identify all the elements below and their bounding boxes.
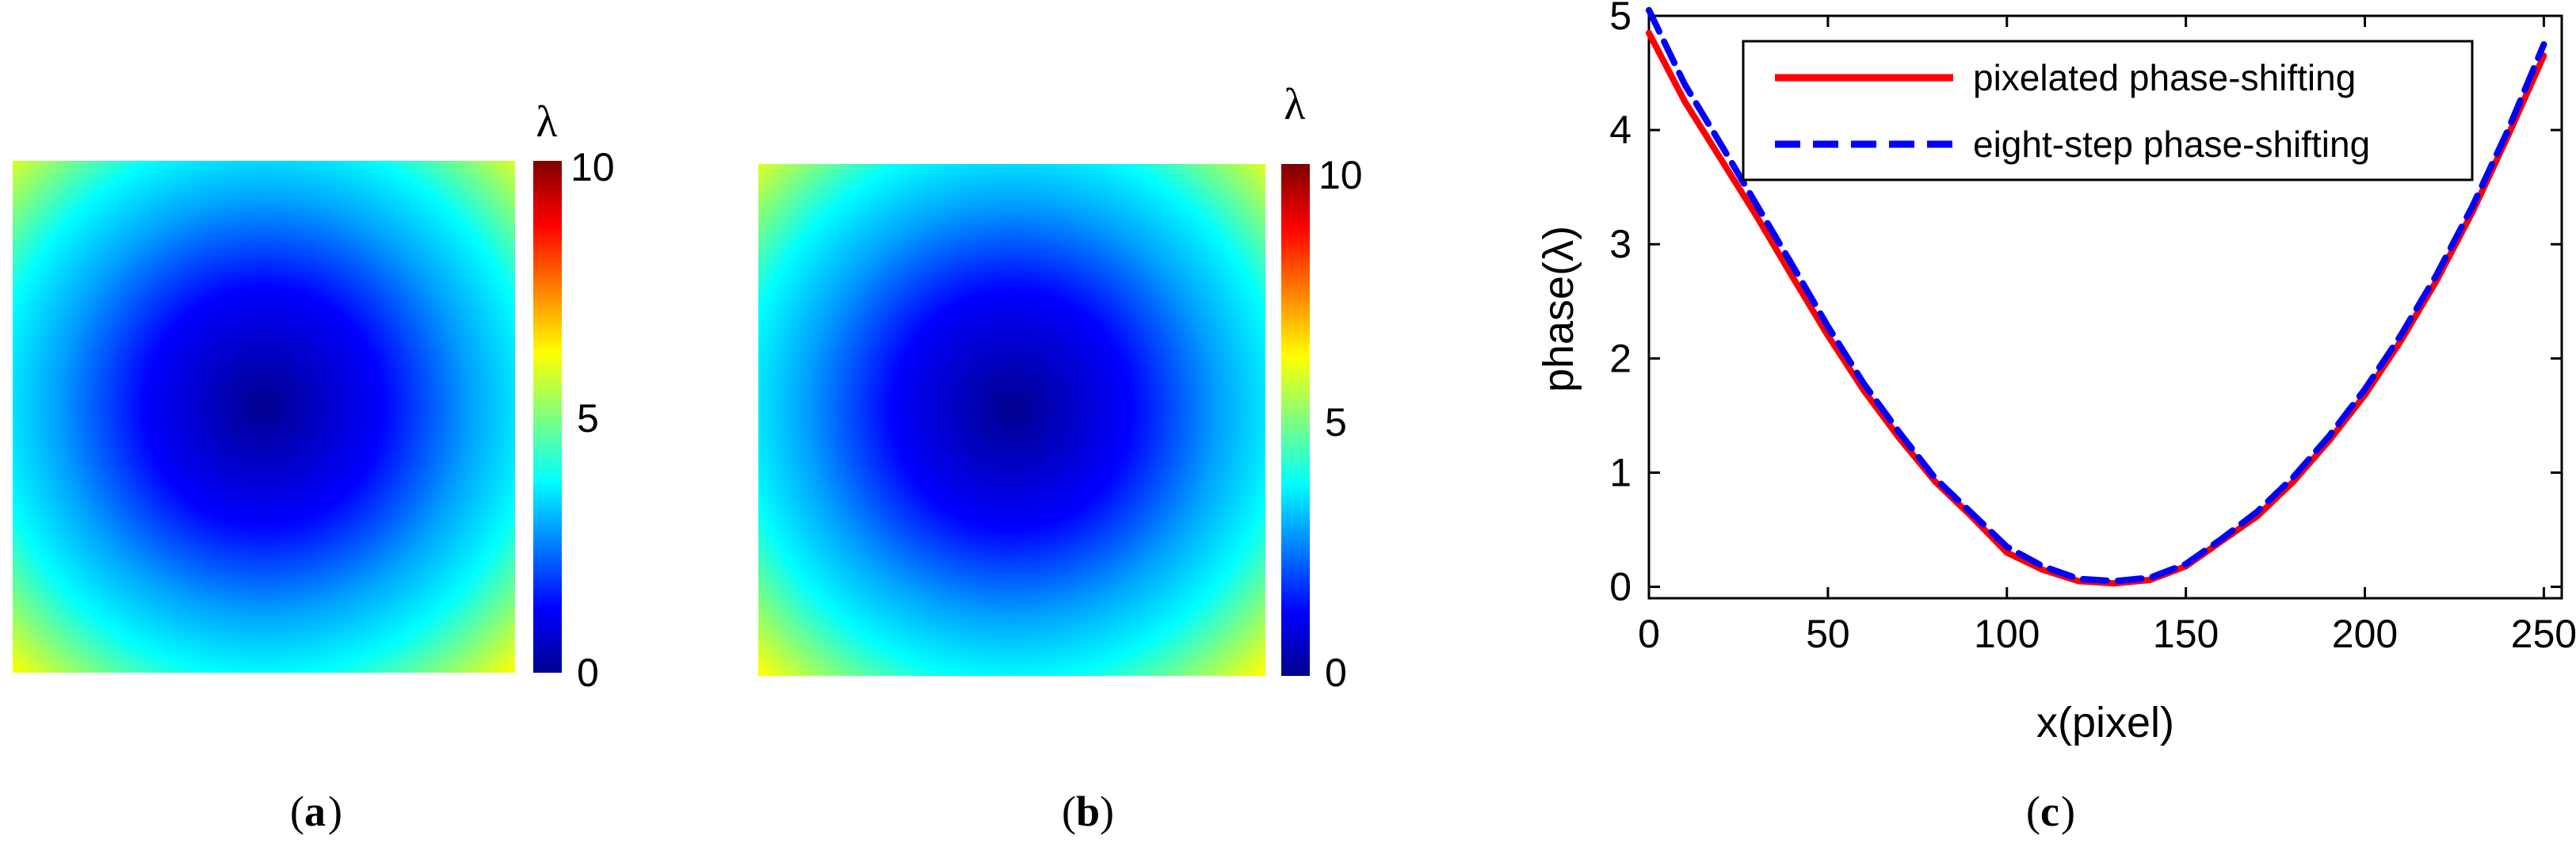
axis-ticks: 0 50 100 150 200 250 0 1 2 3 4 5 (1609, 0, 2576, 656)
x-tick-label: 200 (2332, 612, 2398, 656)
colorbar-a-tick-0: 0 (577, 651, 599, 695)
panel-a: λ 0 5 10 ( a ) (13, 97, 615, 835)
x-tick-label: 250 (2511, 612, 2576, 656)
x-tick-label: 150 (2153, 612, 2219, 656)
panel-label-b-open: ( (1062, 788, 1076, 835)
colorbar-b-tick-10: 10 (1319, 153, 1363, 197)
y-tick-label: 1 (1609, 450, 1631, 494)
legend: pixelated phase-shifting eight-step phas… (1742, 40, 2474, 181)
x-tick-label: 50 (1806, 612, 1850, 656)
panel-label-a-letter: a (304, 788, 326, 835)
x-tick-label: 0 (1638, 612, 1660, 656)
colorbar-a-title: λ (536, 97, 557, 147)
legend-label-pixelated: pixelated phase-shifting (1973, 57, 2356, 98)
panel-label-c: ( c ) (2026, 788, 2075, 835)
y-tick-label: 4 (1609, 108, 1631, 152)
y-tick-label: 2 (1609, 336, 1631, 380)
panel-label-a-open: ( (290, 788, 304, 835)
y-axis-label: phase(λ) (1535, 226, 1582, 392)
panel-label-b-close: ) (1100, 788, 1114, 835)
y-tick-label: 5 (1609, 0, 1631, 38)
panel-label-a-close: ) (328, 788, 342, 835)
colorbar-b (1281, 164, 1310, 676)
colorbar-b-title: λ (1284, 80, 1305, 129)
panel-b: λ 0 5 10 ( b ) (758, 80, 1363, 835)
panel-label-b: ( b ) (1062, 788, 1114, 835)
panel-label-b-letter: b (1076, 788, 1100, 835)
panel-c: 0 50 100 150 200 250 0 1 2 3 4 5 pixelated phase-sh… (1535, 0, 2576, 835)
x-tick-label: 100 (1974, 612, 2040, 656)
x-axis-label: x(pixel) (2036, 699, 2174, 746)
y-tick-label: 0 (1609, 565, 1631, 609)
series-lines (1646, 6, 2547, 587)
colorbar-b-tick-0: 0 (1325, 651, 1347, 695)
legend-box (1742, 40, 2474, 181)
panel-label-c-open: ( (2026, 788, 2040, 835)
colorbar-a (533, 161, 562, 673)
panel-label-c-close: ) (2061, 788, 2075, 835)
colorbar-b-tick-5: 5 (1325, 400, 1347, 445)
heatmap-b (758, 164, 1265, 676)
legend-label-eight-step: eight-step phase-shifting (1973, 124, 2370, 165)
panel-label-c-letter: c (2040, 788, 2059, 835)
colorbar-a-tick-10: 10 (571, 145, 615, 189)
heatmap-a (13, 161, 515, 673)
panel-label-a: ( a ) (290, 788, 342, 835)
colorbar-a-tick-5: 5 (577, 396, 599, 441)
y-tick-label: 3 (1609, 222, 1631, 266)
series-line-eight-step (1646, 6, 2547, 585)
